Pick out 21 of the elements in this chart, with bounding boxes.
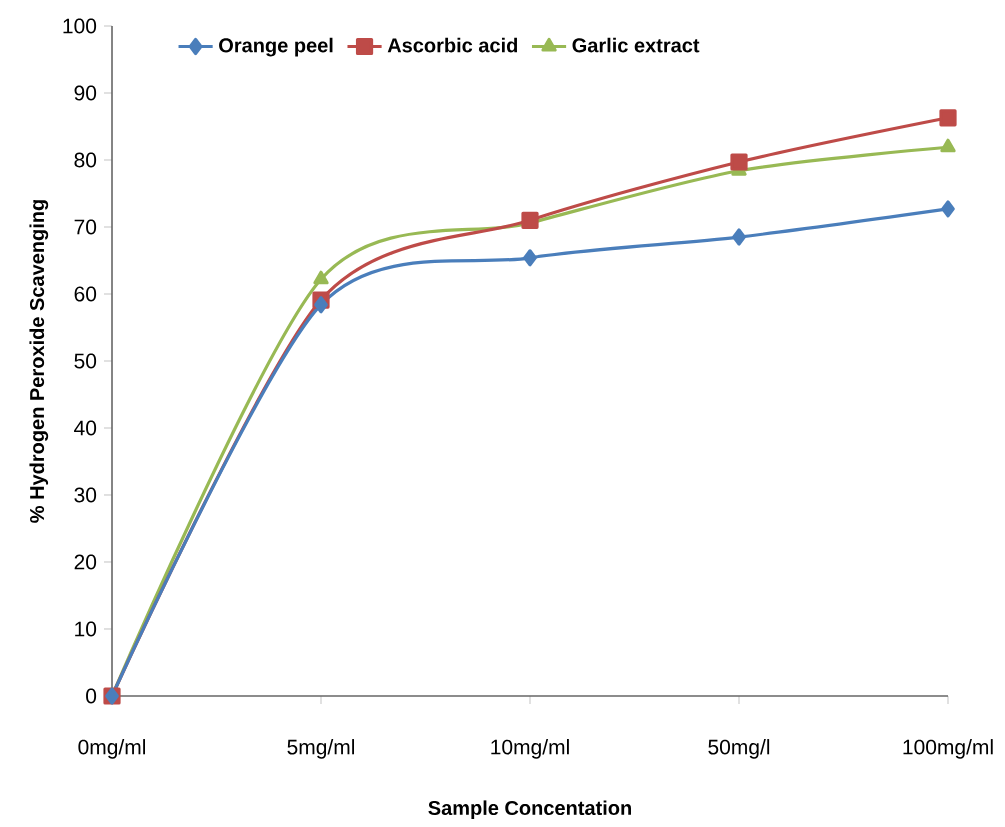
y-tick-label: 90	[74, 85, 97, 101]
x-tick-label: 5mg/ml	[287, 739, 355, 759]
y-tick-label: 100	[63, 18, 97, 34]
y-tick-label: 20	[74, 554, 97, 570]
y-tick-label: 0	[86, 688, 97, 704]
y-tick-label: 10	[75, 621, 97, 637]
x-tick-label: 50mg/l	[708, 739, 770, 759]
x-tick-label: 0mg/ml	[78, 739, 146, 759]
legend-label: Orange peel	[219, 37, 333, 57]
y-tick-label: 70	[74, 219, 97, 235]
x-tick-label: 100mg/ml	[903, 739, 993, 759]
y-tick-label: 50	[74, 353, 97, 369]
y-tick-label: 80	[74, 152, 97, 168]
legend-label: Garlic extract	[572, 37, 700, 53]
y-tick-label: 30	[74, 487, 97, 503]
y-tick-label: 60	[74, 286, 97, 302]
legend-label: Ascorbic acid	[387, 37, 518, 53]
y-tick-label: 40	[74, 420, 97, 436]
x-axis-title: Sample Concentation	[428, 800, 631, 820]
x-tick-label: 10mg/ml	[491, 739, 569, 759]
y-axis-title: % Hydrogen Peroxide Scavenging	[29, 200, 49, 523]
